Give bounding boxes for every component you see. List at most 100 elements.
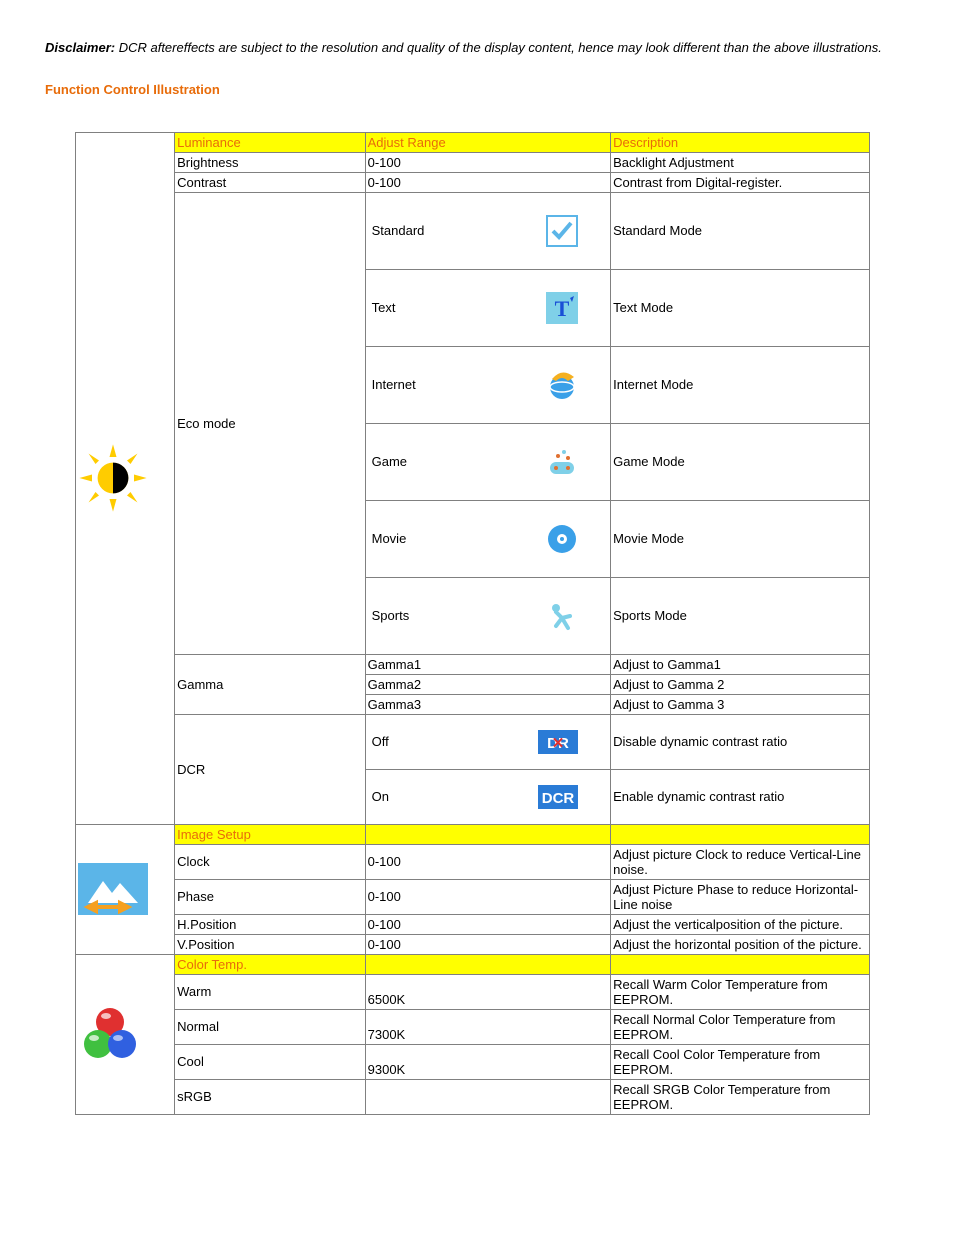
- game-icon: [546, 446, 578, 478]
- gamma1-range: Gamma1: [365, 654, 611, 674]
- dcr-off-range: Off D​R✕: [365, 714, 611, 769]
- section-title: Function Control Illustration: [45, 82, 909, 97]
- svg-text:DCR: DCR: [542, 790, 575, 807]
- eco-movie-desc: Movie Mode: [611, 500, 870, 577]
- cool-desc: Recall Cool Color Temperature from EEPRO…: [611, 1044, 870, 1079]
- function-control-table: Luminance Adjust Range Description Brigh…: [75, 132, 870, 1115]
- hpos-desc: Adjust the verticalposition of the pictu…: [611, 914, 870, 934]
- srgb-range: [365, 1079, 611, 1114]
- table-row: H.Position 0-100 Adjust the verticalposi…: [76, 914, 870, 934]
- phase-range: 0-100: [365, 879, 611, 914]
- warm-range: 6500K: [365, 974, 611, 1009]
- vpos-range: 0-100: [365, 934, 611, 954]
- table-row: Cool 9300K Recall Cool Color Temperature…: [76, 1044, 870, 1079]
- eco-game-label: Game: [372, 454, 407, 469]
- table-row: sRGB Recall SRGB Color Temperature from …: [76, 1079, 870, 1114]
- luminance-icon-cell: [76, 132, 175, 824]
- eco-game-range: Game: [365, 423, 611, 500]
- svg-text:T: T: [555, 296, 570, 321]
- eco-mode-name: Eco mode: [175, 192, 366, 654]
- eco-internet-label: Internet: [372, 377, 416, 392]
- eco-text-desc: Text Mode: [611, 269, 870, 346]
- phase-name: Phase: [175, 879, 366, 914]
- table-row: Normal 7300K Recall Normal Color Tempera…: [76, 1009, 870, 1044]
- table-row: Clock 0-100 Adjust picture Clock to redu…: [76, 844, 870, 879]
- eco-sports-label: Sports: [372, 608, 410, 623]
- image-setup-header: Image Setup: [175, 824, 366, 844]
- dcr-on-icon: DCR: [538, 785, 578, 809]
- gamma2-desc: Adjust to Gamma 2: [611, 674, 870, 694]
- eco-standard-range: Standard: [365, 192, 611, 269]
- gamma3-range: Gamma3: [365, 694, 611, 714]
- gamma2-range: Gamma2: [365, 674, 611, 694]
- srgb-name: sRGB: [175, 1079, 366, 1114]
- text-icon: T: [546, 292, 578, 324]
- eco-internet-desc: Internet Mode: [611, 346, 870, 423]
- eco-sports-range: Sports: [365, 577, 611, 654]
- eco-movie-label: Movie: [372, 531, 407, 546]
- normal-desc: Recall Normal Color Temperature from EEP…: [611, 1009, 870, 1044]
- normal-name: Normal: [175, 1009, 366, 1044]
- disclaimer-label: Disclaimer:: [45, 40, 115, 55]
- hpos-name: H.Position: [175, 914, 366, 934]
- eco-sports-desc: Sports Mode: [611, 577, 870, 654]
- movie-icon: [546, 523, 578, 555]
- table-row: Luminance Adjust Range Description: [76, 132, 870, 152]
- luminance-header: Luminance: [175, 132, 366, 152]
- contrast-range: 0-100: [365, 172, 611, 192]
- clock-range: 0-100: [365, 844, 611, 879]
- warm-desc: Recall Warm Color Temperature from EEPRO…: [611, 974, 870, 1009]
- color-temp-icon-cell: [76, 954, 175, 1114]
- rgb-circles-icon: [78, 1002, 142, 1066]
- brightness-desc: Backlight Adjustment: [611, 152, 870, 172]
- contrast-name: Contrast: [175, 172, 366, 192]
- warm-name: Warm: [175, 974, 366, 1009]
- dcr-off-icon: D​R✕: [538, 730, 578, 754]
- svg-text:✕: ✕: [552, 735, 565, 752]
- table-row: Gamma Gamma1 Adjust to Gamma1: [76, 654, 870, 674]
- table-row: Brightness 0-100 Backlight Adjustment: [76, 152, 870, 172]
- clock-name: Clock: [175, 844, 366, 879]
- eco-game-desc: Game Mode: [611, 423, 870, 500]
- table-row: Color Temp.: [76, 954, 870, 974]
- eco-standard-label: Standard: [372, 223, 425, 238]
- vpos-desc: Adjust the horizontal position of the pi…: [611, 934, 870, 954]
- hpos-range: 0-100: [365, 914, 611, 934]
- table-row: Contrast 0-100 Contrast from Digital-reg…: [76, 172, 870, 192]
- gamma1-desc: Adjust to Gamma1: [611, 654, 870, 674]
- eco-text-range: Text T: [365, 269, 611, 346]
- color-temp-header: Color Temp.: [175, 954, 366, 974]
- disclaimer-text: DCR aftereffects are subject to the reso…: [115, 40, 882, 55]
- dcr-off-label: Off: [372, 734, 389, 749]
- cool-range: 9300K: [365, 1044, 611, 1079]
- eco-standard-desc: Standard Mode: [611, 192, 870, 269]
- image-setup-icon-cell: [76, 824, 175, 954]
- table-row: Phase 0-100 Adjust Picture Phase to redu…: [76, 879, 870, 914]
- dcr-on-label: On: [372, 789, 389, 804]
- gamma3-desc: Adjust to Gamma 3: [611, 694, 870, 714]
- gamma-name: Gamma: [175, 654, 366, 714]
- checkmark-icon: [546, 215, 578, 247]
- cool-name: Cool: [175, 1044, 366, 1079]
- srgb-desc: Recall SRGB Color Temperature from EEPRO…: [611, 1079, 870, 1114]
- image-setup-icon: [78, 863, 148, 915]
- column-header-desc: Description: [611, 132, 870, 152]
- clock-desc: Adjust picture Clock to reduce Vertical-…: [611, 844, 870, 879]
- brightness-name: Brightness: [175, 152, 366, 172]
- table-row: V.Position 0-100 Adjust the horizontal p…: [76, 934, 870, 954]
- phase-desc: Adjust Picture Phase to reduce Horizonta…: [611, 879, 870, 914]
- table-row: Warm 6500K Recall Warm Color Temperature…: [76, 974, 870, 1009]
- sun-icon: [78, 443, 148, 513]
- eco-movie-range: Movie: [365, 500, 611, 577]
- brightness-range: 0-100: [365, 152, 611, 172]
- sports-icon: [546, 600, 578, 632]
- table-row: Eco mode Standard Standard Mode: [76, 192, 870, 269]
- normal-range: 7300K: [365, 1009, 611, 1044]
- dcr-on-desc: Enable dynamic contrast ratio: [611, 769, 870, 824]
- table-row: Image Setup: [76, 824, 870, 844]
- vpos-name: V.Position: [175, 934, 366, 954]
- eco-internet-range: Internet: [365, 346, 611, 423]
- table-row: DCR Off D​R✕ Disable dynamic contrast ra…: [76, 714, 870, 769]
- disclaimer: Disclaimer: DCR aftereffects are subject…: [45, 40, 909, 57]
- dcr-name: DCR: [175, 714, 366, 824]
